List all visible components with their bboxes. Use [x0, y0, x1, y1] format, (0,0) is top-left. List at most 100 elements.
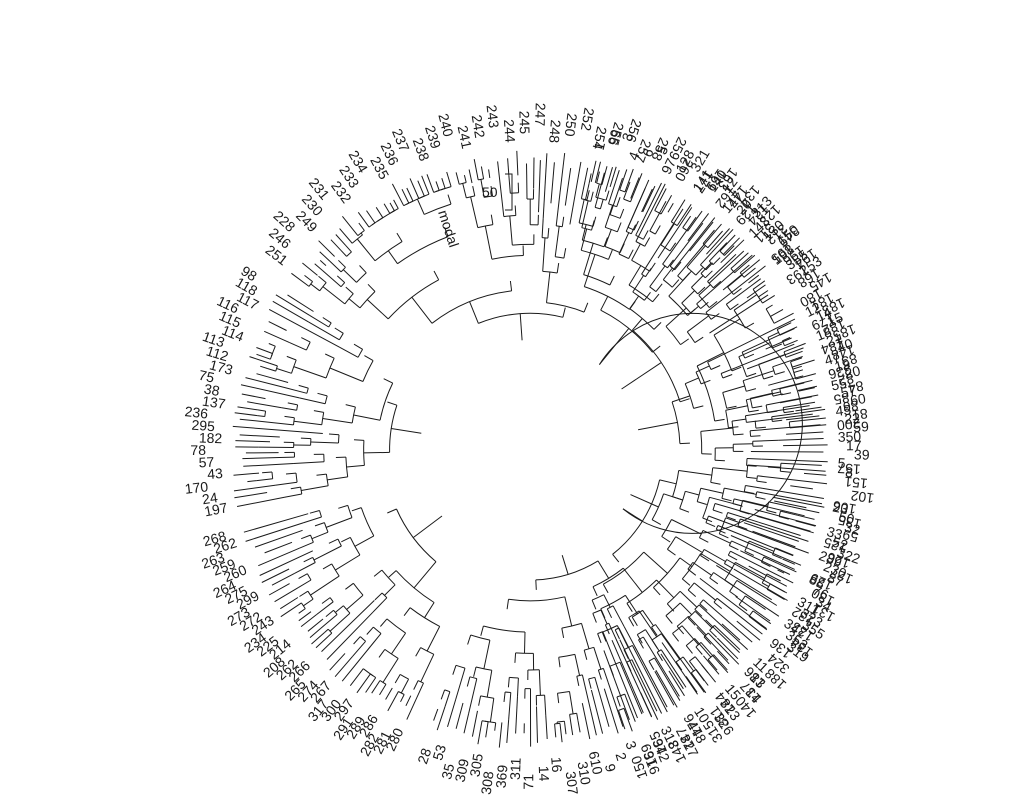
internal-branch — [681, 578, 691, 586]
tip-branch — [319, 251, 331, 262]
tip-branch — [603, 688, 619, 734]
internal-branch — [284, 493, 302, 498]
internal-branch — [755, 496, 766, 500]
tip-branch — [698, 223, 722, 252]
tip-branch — [641, 188, 653, 213]
internal-branch — [624, 595, 638, 615]
internal-branch — [329, 260, 342, 273]
internal-branch — [467, 634, 472, 645]
tip-branch — [773, 576, 781, 582]
internal-branch — [616, 625, 629, 648]
internal-branch — [742, 370, 775, 382]
internal-branch — [710, 313, 720, 320]
internal-branch — [257, 409, 266, 412]
tip-branch — [604, 167, 613, 192]
branch-arc — [307, 590, 314, 600]
branch-arc — [649, 286, 657, 292]
internal-branch — [470, 196, 479, 228]
tip-branch — [366, 210, 376, 224]
branch-arc — [725, 410, 729, 428]
internal-branch — [614, 629, 620, 640]
internal-branch — [722, 374, 733, 379]
tip-label: 247 — [532, 103, 549, 127]
internal-branch — [345, 245, 352, 253]
branch-arc — [781, 340, 785, 346]
internal-branch — [756, 491, 779, 497]
tip-branch — [240, 384, 300, 399]
tip-branch — [268, 583, 290, 596]
internal-branch — [656, 579, 675, 599]
internal-branch — [667, 548, 676, 556]
branch-arc — [362, 360, 374, 382]
branch-arc — [754, 421, 757, 429]
internal-branch — [660, 209, 665, 215]
clade-stem — [561, 555, 569, 575]
tip-label: 102 — [850, 488, 876, 507]
tip-branch — [406, 699, 417, 720]
tip-branch — [237, 406, 258, 411]
branch-arc — [738, 595, 746, 605]
tip-branch — [554, 723, 557, 738]
tip-label: 316 — [640, 749, 663, 777]
tip-branch — [242, 457, 280, 460]
tip-branch — [740, 550, 791, 575]
branch-arc — [727, 286, 734, 295]
internal-branch — [480, 625, 484, 636]
tip-branch — [769, 413, 813, 421]
tip-branch — [365, 677, 377, 693]
internal-branch — [576, 713, 579, 721]
internal-branch — [733, 498, 766, 507]
tip-branch — [421, 175, 430, 195]
tip-branch — [661, 642, 699, 695]
tip-label: 262 — [211, 534, 238, 556]
branch-arc — [749, 430, 752, 437]
internal-branch — [506, 599, 509, 610]
branch-arc — [696, 365, 716, 422]
tip-branch — [762, 294, 775, 304]
internal-branch — [256, 478, 273, 482]
tip-branch — [391, 183, 405, 206]
tip-branch — [640, 692, 653, 717]
clade-stem — [630, 494, 659, 508]
internal-branch — [669, 247, 685, 267]
tip-branch — [613, 170, 620, 189]
internal-branch — [298, 384, 309, 389]
internal-branch — [702, 517, 713, 523]
internal-branch — [583, 302, 589, 313]
tip-branch — [358, 222, 365, 231]
branch-arc — [722, 392, 728, 409]
tip-label: 22 — [844, 410, 861, 427]
branch-arc — [699, 599, 704, 605]
tip-branch — [589, 708, 597, 736]
branch-arc — [264, 411, 267, 417]
internal-branch — [661, 536, 671, 543]
internal-branch — [752, 405, 763, 409]
branch-arc — [772, 547, 776, 555]
internal-branch — [318, 275, 327, 283]
internal-branch — [687, 308, 696, 316]
internal-branch — [707, 260, 730, 282]
tip-label: 17 — [846, 437, 862, 453]
branch-arc — [720, 373, 724, 379]
branch-arc — [420, 647, 435, 655]
internal-branch — [293, 461, 325, 464]
internal-branch — [729, 303, 739, 311]
internal-branch — [767, 331, 779, 338]
tip-branch — [256, 373, 289, 383]
tip-label: 87 — [825, 569, 846, 590]
tip-branch — [779, 328, 795, 336]
branch-arc — [346, 251, 352, 257]
tip-branch — [280, 597, 299, 610]
branch-arc — [306, 387, 309, 394]
internal-branch — [676, 625, 685, 635]
internal-branch — [689, 660, 696, 670]
tip-label: 21 — [824, 329, 844, 349]
tip-branch — [797, 385, 818, 391]
tip-branch — [379, 684, 387, 696]
internal-branch — [746, 391, 781, 401]
internal-branch — [712, 467, 748, 472]
internal-branch — [313, 545, 342, 561]
branch-arc — [732, 498, 735, 504]
internal-branch — [746, 458, 762, 460]
tip-label: 289 — [817, 547, 845, 570]
